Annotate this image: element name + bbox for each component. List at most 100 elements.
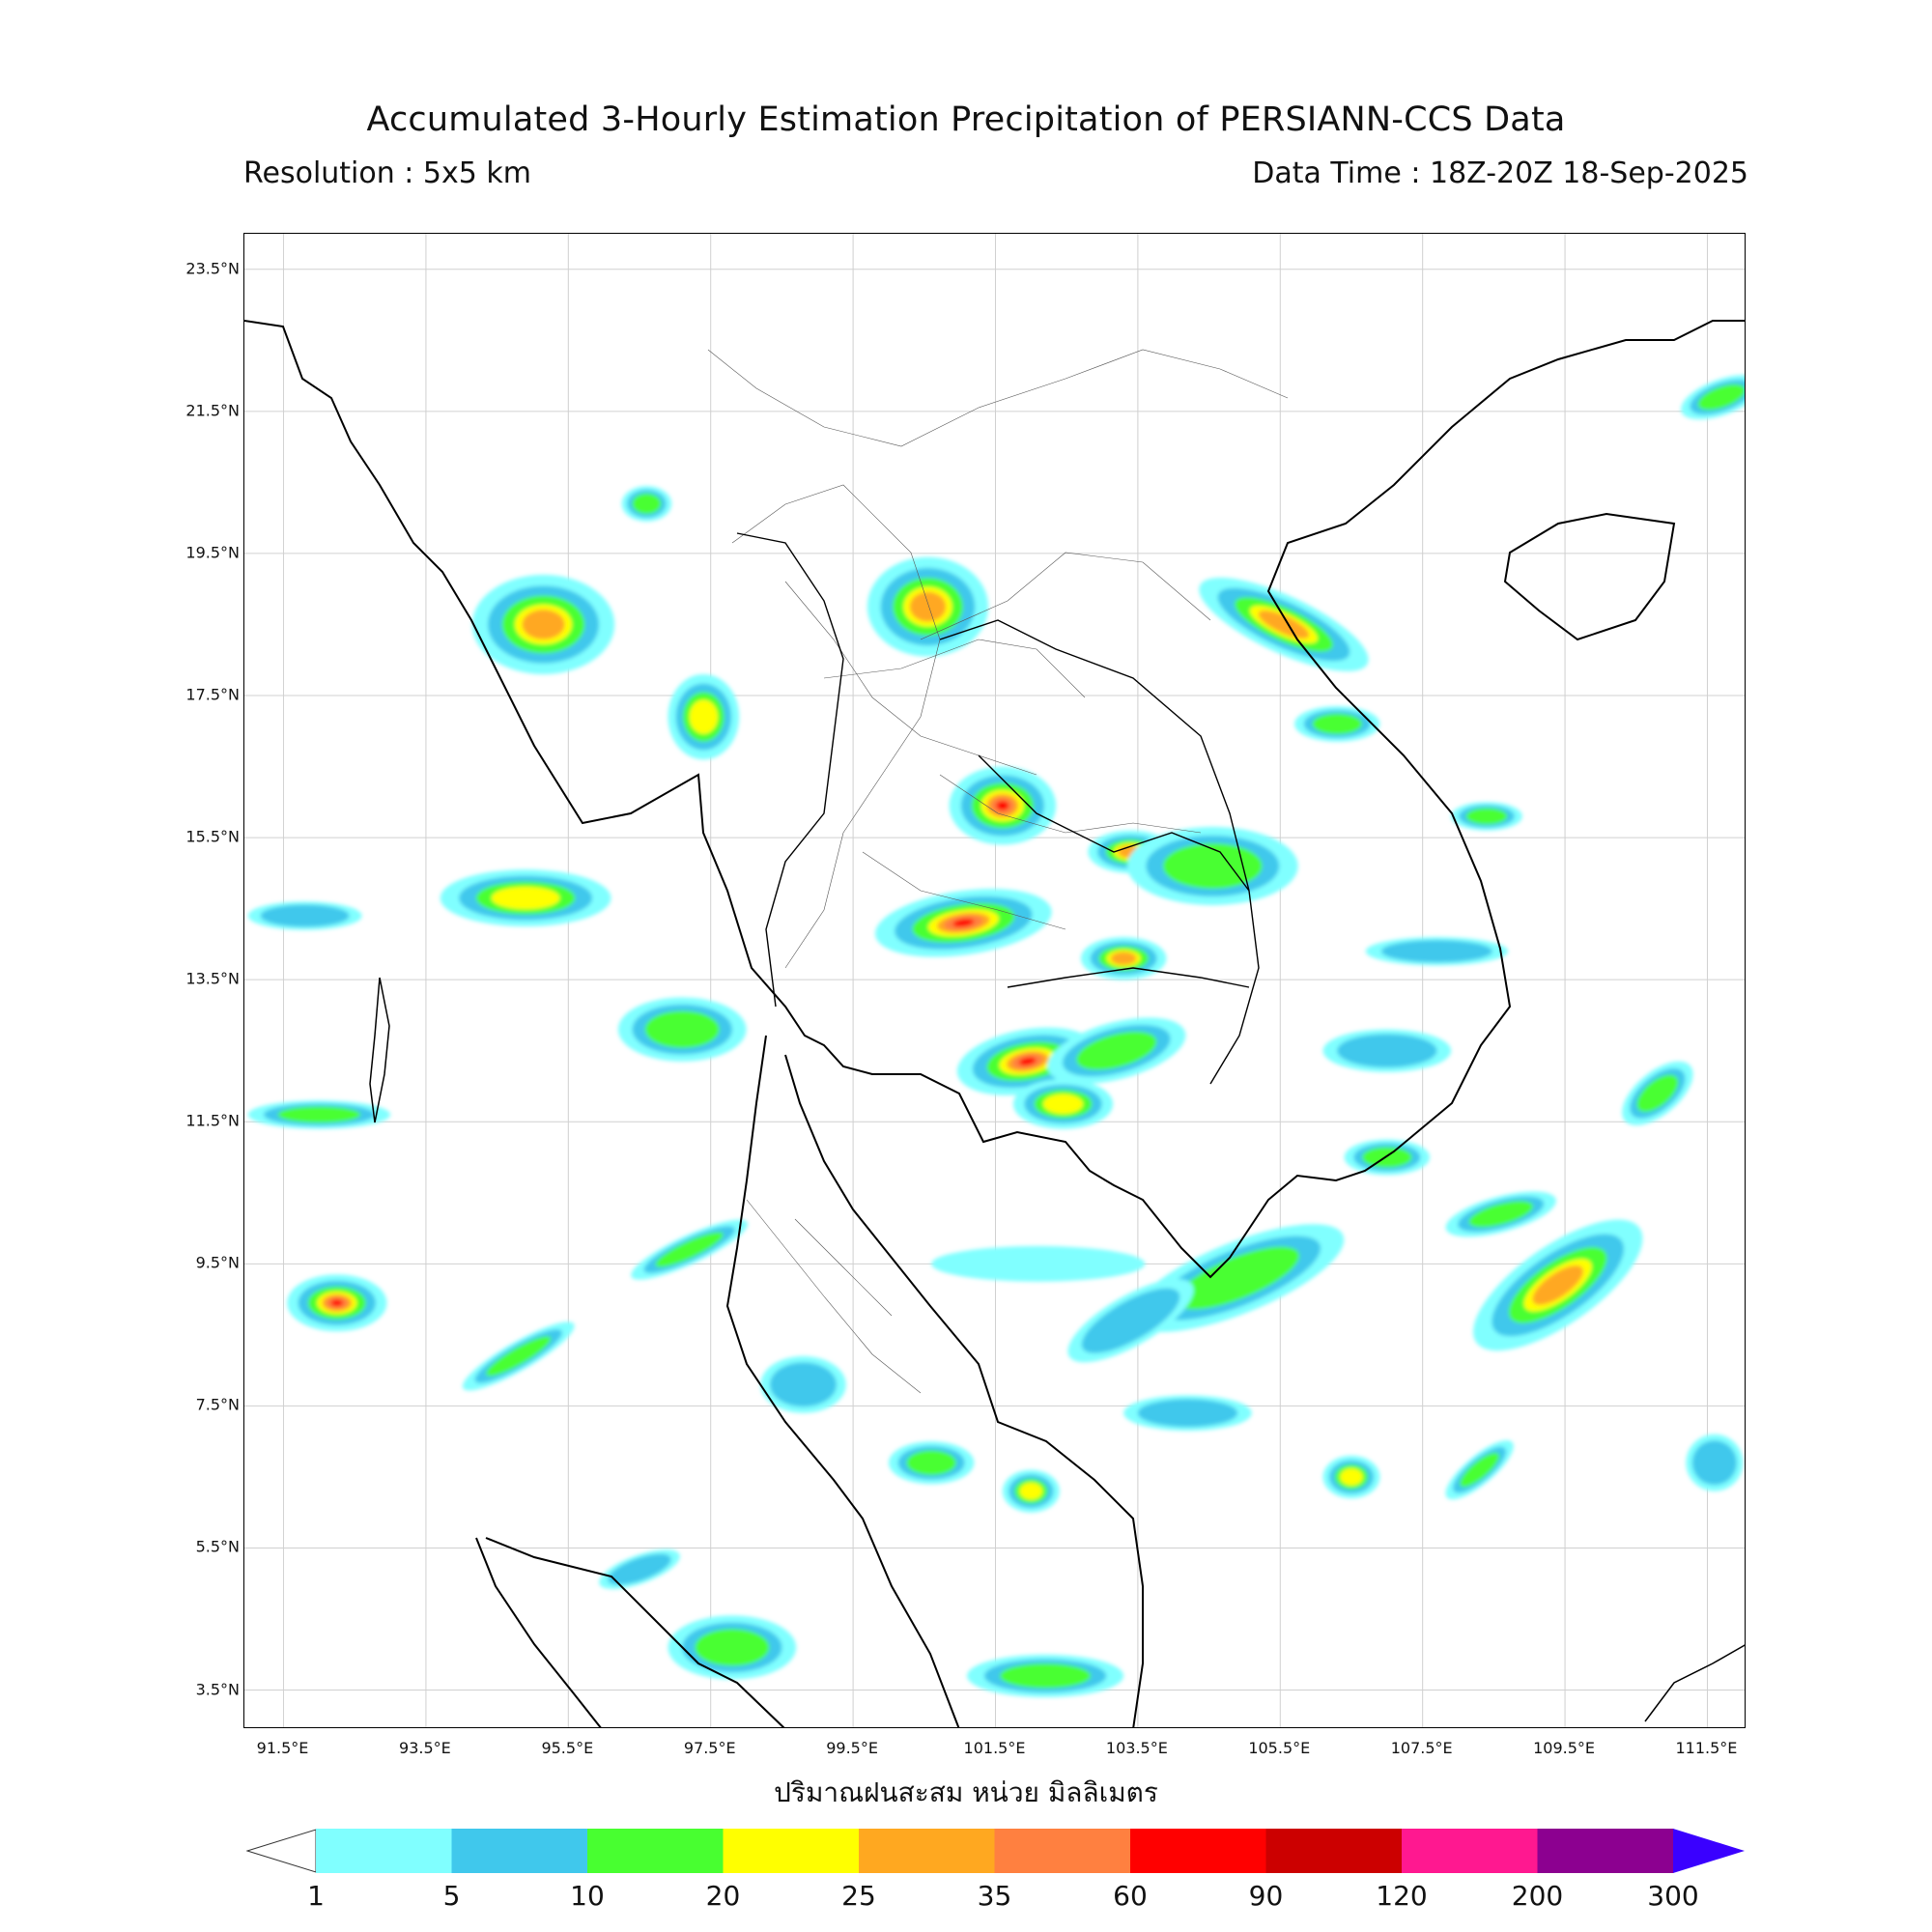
rain-cell — [462, 1321, 575, 1391]
rain-cell — [471, 574, 615, 674]
colorbar-label: 5 — [442, 1880, 461, 1912]
rain-cell — [1123, 1395, 1252, 1432]
lon-tick-label: 99.5°E — [826, 1739, 878, 1757]
rain-cell — [1012, 1079, 1114, 1129]
coastline-borneo-tip — [1644, 1644, 1745, 1722]
rain-cell — [760, 1355, 846, 1413]
rain-contour-or — [522, 610, 565, 639]
rain-cell — [1322, 1455, 1380, 1498]
colorbar-segment — [451, 1829, 588, 1873]
rain-cell — [668, 673, 740, 760]
coastline-sumatra — [475, 1537, 785, 1727]
colorbar-under-arrow — [246, 1829, 317, 1873]
lon-tick-label: 97.5°E — [683, 1739, 736, 1757]
resolution-label: Resolution : 5x5 km — [243, 156, 531, 190]
province-borders — [707, 349, 1289, 1394]
rain-cell — [247, 1100, 391, 1129]
colorbar-over-arrow — [1673, 1829, 1745, 1873]
lat-tick-label: 11.5°N — [185, 1111, 240, 1130]
coastline-gulf-east — [784, 1054, 1144, 1727]
rain-contour-or — [909, 591, 947, 622]
rain-contour-gr — [1697, 384, 1745, 411]
lon-tick-label: 101.5°E — [963, 1739, 1026, 1757]
coastline-hainan — [1503, 512, 1676, 641]
rain-contour-ye — [1042, 1094, 1084, 1115]
rain-cell — [1067, 1279, 1194, 1363]
rain-cell — [287, 1274, 387, 1332]
map-canvas — [244, 234, 1745, 1727]
colorbar-label: 25 — [841, 1880, 876, 1912]
rain-cell — [631, 1219, 749, 1280]
colorbar-segment — [1402, 1829, 1538, 1873]
rain-contour-rd — [1018, 1057, 1037, 1065]
rain-contour-or — [1258, 610, 1310, 639]
colorbar-label: 35 — [977, 1880, 1012, 1912]
rain-contour-cy — [260, 904, 350, 927]
rain-cell — [1445, 1191, 1556, 1237]
rain-cell — [874, 889, 1052, 957]
colorbar-label: 300 — [1647, 1880, 1699, 1912]
lon-tick-label: 103.5°E — [1105, 1739, 1168, 1757]
rain-contour-gr — [1176, 1246, 1299, 1310]
lon-tick-label: 109.5°E — [1533, 1739, 1596, 1757]
lon-tick-label: 111.5°E — [1675, 1739, 1738, 1757]
rain-contour-ye — [1019, 1482, 1043, 1500]
coastline-andaman-islands — [369, 977, 390, 1123]
rain-contour-cy — [770, 1362, 838, 1407]
colorbar-label: 200 — [1511, 1880, 1564, 1912]
colorbar-label: 90 — [1248, 1880, 1284, 1912]
boundaries-layer — [244, 320, 1745, 1727]
lat-tick-label: 19.5°N — [185, 543, 240, 562]
rain-contour-gr — [1362, 1147, 1412, 1168]
rain-contour-cy — [1081, 1288, 1180, 1353]
rain-cell — [247, 901, 362, 930]
rain-cell — [949, 766, 1057, 845]
rain-cell — [1451, 802, 1522, 831]
unit-label: ปริมาณฝนสะสม หน่วย มิลลิเมตร — [774, 1776, 1158, 1808]
lon-tick-label: 93.5°E — [399, 1739, 451, 1757]
rain-cell — [1199, 577, 1369, 671]
rain-cell — [617, 997, 747, 1062]
data-time-label: Data Time : 18Z-20Z 18-Sep-2025 — [1252, 156, 1748, 190]
rain-cell — [668, 1615, 797, 1680]
colorbar-segment — [1265, 1829, 1403, 1873]
rain-contour-rd — [330, 1299, 343, 1307]
colorbar-label: 120 — [1376, 1880, 1428, 1912]
lat-tick-label: 21.5°N — [185, 401, 240, 420]
rain-contour-gr — [486, 1336, 552, 1377]
colorbar-segment — [316, 1829, 452, 1873]
rain-contour-gr — [1468, 1201, 1533, 1228]
rain-cell — [1686, 1434, 1744, 1492]
rain-contour-cy — [608, 1553, 671, 1585]
lat-tick-label: 13.5°N — [185, 969, 240, 988]
lat-tick-label: 9.5°N — [195, 1253, 240, 1272]
rain-cell — [1445, 1440, 1514, 1500]
rain-contour-gr — [277, 1106, 361, 1123]
country-borders — [736, 532, 1260, 1085]
rain-contour-gr — [695, 1629, 770, 1666]
rain-cell — [1126, 827, 1298, 905]
rain-contour-or — [1532, 1265, 1583, 1305]
rain-cell — [888, 1441, 975, 1485]
rain-cell — [1047, 1017, 1186, 1084]
colorbar-segment — [587, 1829, 724, 1873]
lon-tick-label: 95.5°E — [541, 1739, 594, 1757]
coastline-mainland — [244, 320, 1745, 1279]
rain-cell — [440, 869, 611, 927]
graticule — [244, 234, 1745, 1727]
lat-tick-label: 23.5°N — [185, 259, 240, 278]
rain-contour-cy — [1337, 1034, 1437, 1067]
colorbar-segment — [859, 1829, 995, 1873]
map-title: Accumulated 3-Hourly Estimation Precipit… — [366, 100, 1566, 139]
rain-contour-gr — [655, 1232, 724, 1267]
rain-cell — [967, 1654, 1124, 1697]
lat-tick-label: 17.5°N — [185, 685, 240, 704]
colorbar-segment — [1537, 1829, 1674, 1873]
colorbar-segment — [723, 1829, 860, 1873]
rain-contour-gr — [906, 1450, 956, 1476]
rain-contour-ye — [1340, 1468, 1363, 1486]
rain-cell — [599, 1549, 680, 1590]
rain-cell — [1622, 1061, 1693, 1125]
rain-cell — [1473, 1219, 1643, 1351]
rain-contour-rd — [952, 919, 975, 927]
